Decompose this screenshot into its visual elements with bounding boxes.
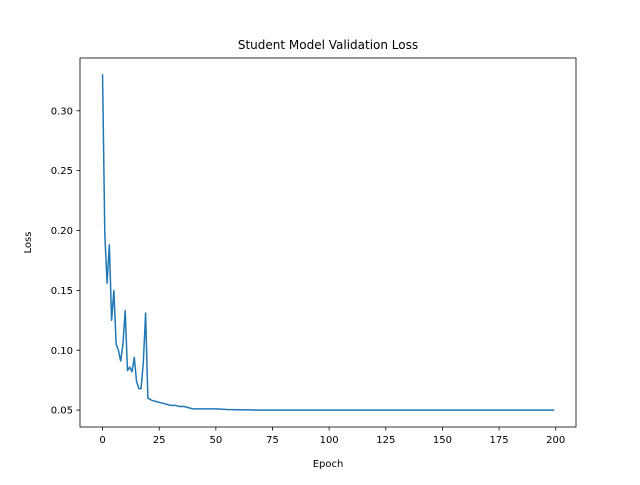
y-axis-ticks: 0.05 0.10 0.15 0.20 0.25 0.30 (51, 106, 80, 417)
y-tick-label: 0.30 (51, 106, 73, 117)
x-axis-ticks: 0 25 50 75 100 125 150 175 200 (99, 427, 565, 446)
x-tick-label: 0 (99, 435, 105, 446)
y-tick-label: 0.15 (51, 286, 73, 297)
x-tick-label: 150 (433, 435, 452, 446)
chart-title: Student Model Validation Loss (238, 38, 418, 52)
y-tick-label: 0.20 (51, 226, 73, 237)
x-tick-label: 75 (266, 435, 279, 446)
x-tick-label: 100 (320, 435, 339, 446)
x-axis-label: Epoch (313, 459, 344, 470)
x-tick-label: 50 (209, 435, 222, 446)
x-tick-label: 200 (546, 435, 565, 446)
y-tick-label: 0.05 (51, 406, 73, 417)
y-tick-label: 0.25 (51, 166, 73, 177)
plot-area (80, 58, 576, 427)
series-layer (101, 74, 555, 411)
y-axis-label: Loss (23, 232, 34, 254)
series-line-0 (101, 74, 555, 411)
x-tick-label: 175 (490, 435, 509, 446)
x-tick-label: 125 (376, 435, 395, 446)
x-tick-label: 25 (153, 435, 166, 446)
y-tick-label: 0.10 (51, 346, 73, 357)
plot-frame (79, 57, 577, 428)
